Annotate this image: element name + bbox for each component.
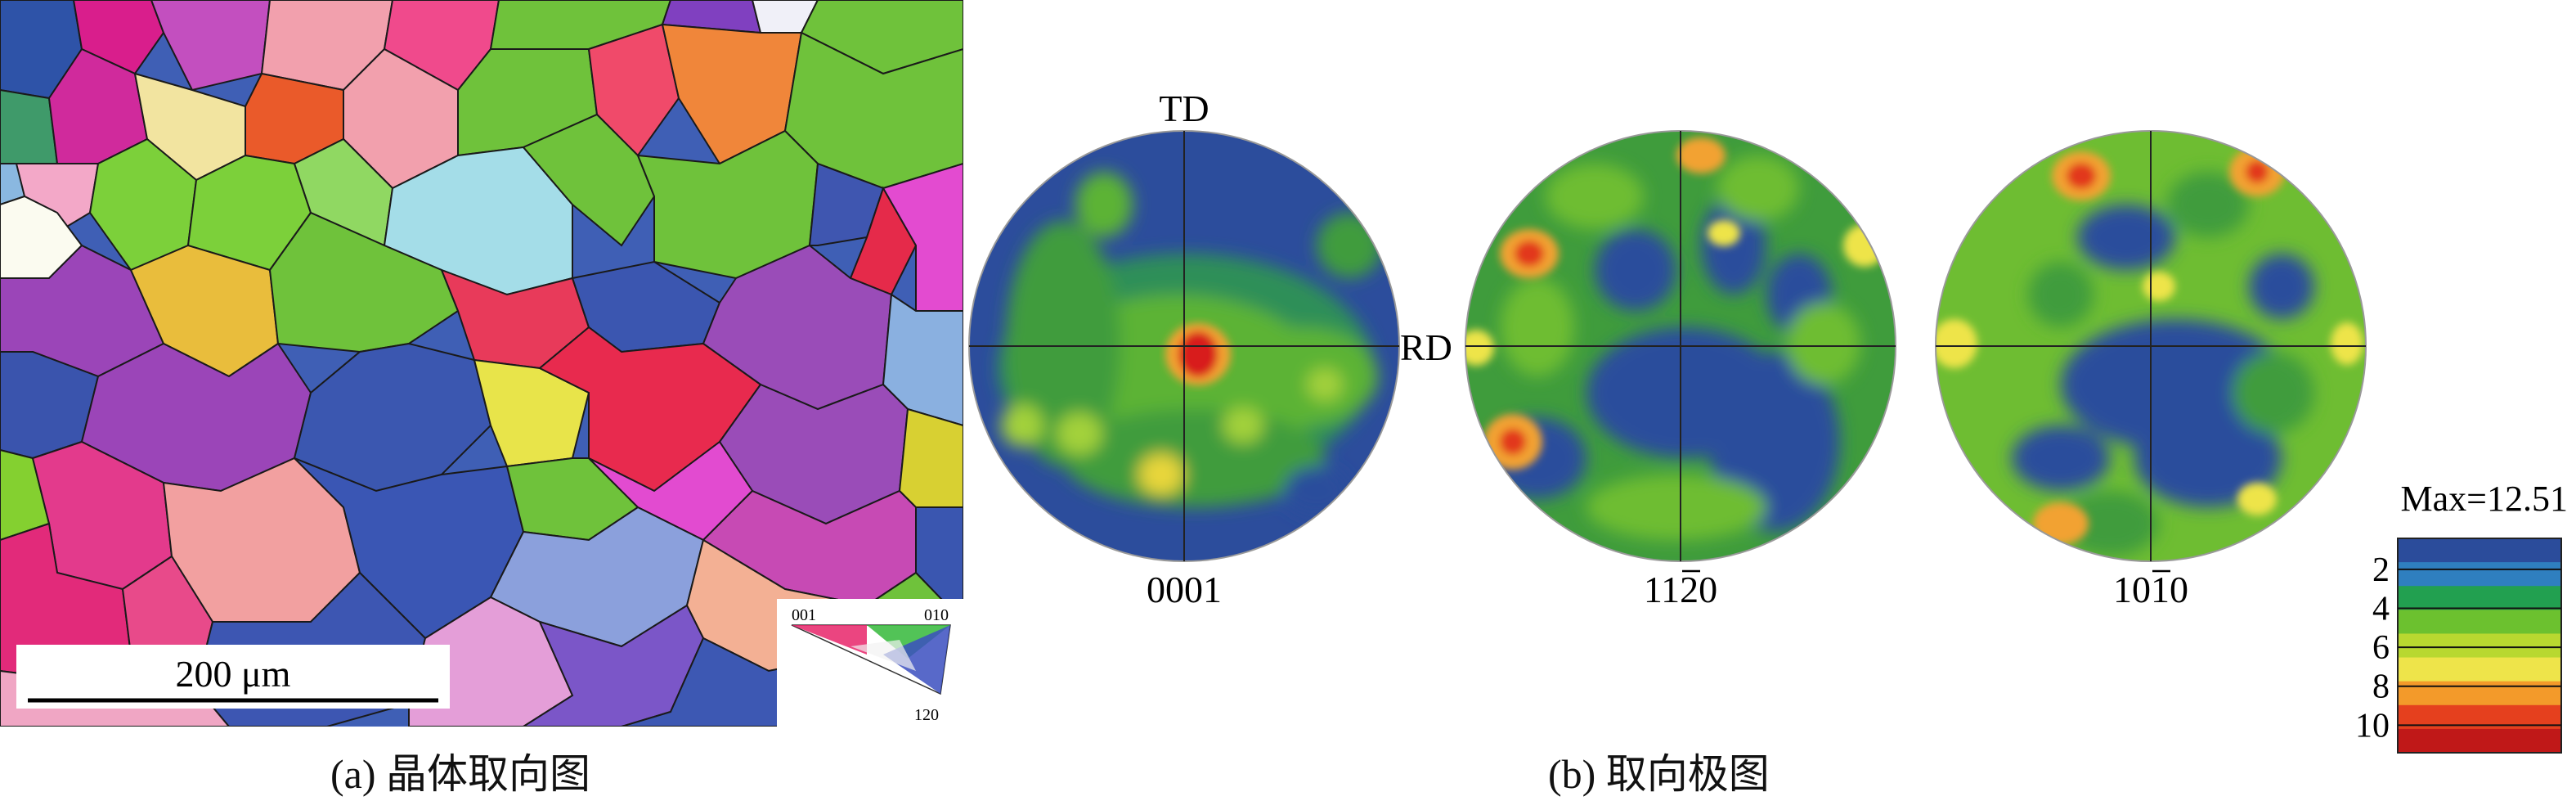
- ipf-key-120-label: 120: [914, 706, 939, 724]
- pole-figure-1120: [1465, 130, 1896, 562]
- grain: [587, 23, 680, 157]
- legend-tick-label: 4: [2372, 590, 2390, 628]
- legend-max-label: Max=12.51: [2401, 479, 2568, 519]
- legend-color-band: [2398, 538, 2561, 563]
- ipf-key-010-label: 010: [924, 606, 949, 624]
- pole-figure-0001: [968, 130, 1400, 562]
- legend-tick-label: 8: [2372, 668, 2390, 706]
- legend-color-band: [2398, 562, 2561, 587]
- scale-bar-box: [16, 645, 450, 709]
- legend-color-band: [2398, 633, 2561, 659]
- ipf-key-triangle: [791, 624, 951, 695]
- grain: [849, 186, 918, 296]
- legend-color-band: [2398, 586, 2561, 610]
- legend-color-band: [2398, 728, 2561, 754]
- grain: [150, 0, 272, 92]
- rd-axis-label: RD: [1400, 326, 1452, 368]
- legend-tick-label: 10: [2355, 707, 2390, 745]
- orientation-map: 200 μm 001 010 120: [0, 0, 963, 727]
- pole-label-1010: 1010: [2113, 569, 2188, 610]
- legend-outline: [2397, 538, 2562, 754]
- td-axis-label: TD: [1159, 88, 1209, 129]
- legend-color-band: [2398, 657, 2561, 682]
- legend-tick-label: 6: [2372, 629, 2390, 667]
- legend-tick-label: 2: [2372, 551, 2390, 589]
- grain: [915, 506, 963, 623]
- grain: [898, 407, 963, 508]
- grain: [808, 162, 885, 246]
- legend-color-band: [2398, 610, 2561, 634]
- legend-color-band: [2398, 681, 2561, 706]
- ipf-key-001-label: 001: [792, 606, 816, 624]
- caption-a: (a) 晶体取向图: [330, 751, 590, 797]
- caption-b: (b) 取向极图: [1548, 751, 1770, 797]
- pole-label-1120: 1120: [1644, 569, 1717, 610]
- pole-figure-1010: [1935, 130, 2367, 562]
- pole-label-0001: 0001: [1147, 569, 1222, 610]
- legend-colorbar: [2397, 538, 2562, 754]
- scale-bar-label: 200 μm: [176, 653, 291, 695]
